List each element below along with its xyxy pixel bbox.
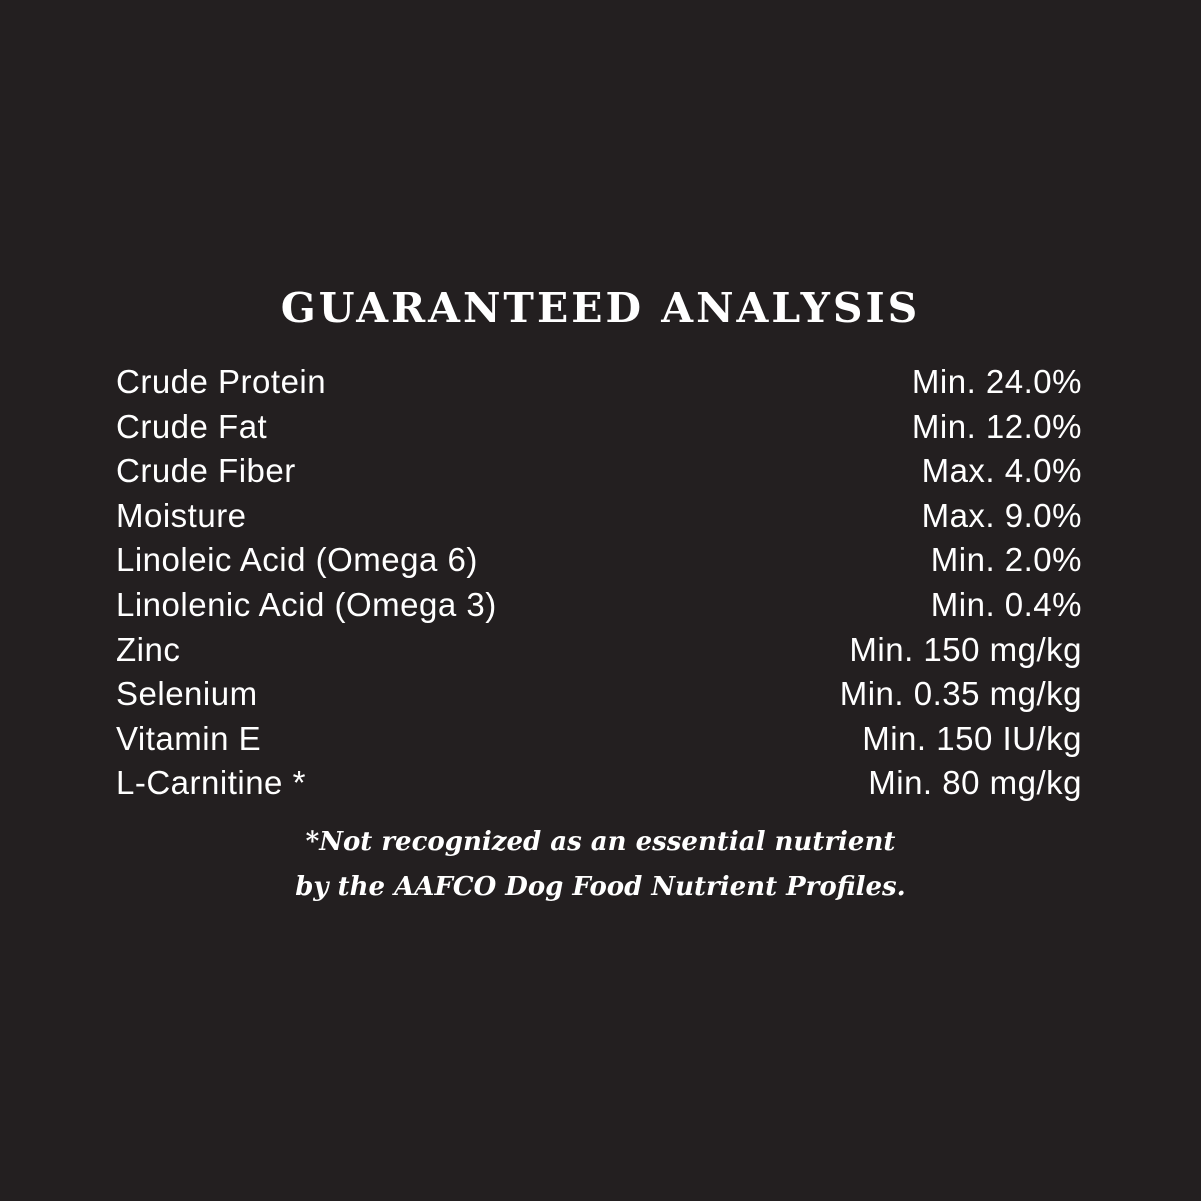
table-row: Linoleic Acid (Omega 6) Min. 2.0%: [116, 538, 1082, 583]
table-row: Vitamin E Min. 150 IU/kg: [116, 717, 1082, 762]
nutrient-name: Crude Protein: [116, 363, 327, 400]
page-title: GUARANTEED ANALYSIS: [280, 284, 921, 332]
nutrient-name: Moisture: [116, 496, 247, 534]
table-row: Crude Fat Min. 12.0%: [116, 405, 1082, 450]
footnote-line-2: by the AAFCO Dog Food Nutrient Profiles.: [295, 872, 906, 902]
nutrient-name: Crude Fiber: [116, 452, 296, 490]
nutrient-name: Crude Fat: [116, 407, 268, 445]
nutrient-value: Min. 0.35 mg/kg: [839, 675, 1082, 713]
table-row: Crude Fiber Max. 4.0%: [116, 449, 1082, 494]
footnote-line-1: *Not recognized as an essential nutrient: [305, 827, 896, 857]
nutrient-value: Min. 80 mg/kg: [868, 764, 1082, 802]
table-row: Selenium Min. 0.35 mg/kg: [116, 672, 1082, 717]
nutrient-name: Vitamin E: [116, 719, 262, 757]
nutrient-name: Linolenic Acid (Omega 3): [116, 585, 497, 623]
nutrient-name: Linoleic Acid (Omega 6): [116, 541, 478, 579]
nutrient-value: Min. 12.0%: [911, 407, 1082, 445]
nutrient-name: L-Carnitine *: [116, 764, 306, 802]
nutrient-value: Min. 2.0%: [930, 541, 1082, 579]
nutrient-value: Max. 9.0%: [921, 496, 1082, 534]
nutrient-value: Min. 150 IU/kg: [862, 719, 1082, 757]
nutrient-value: Max. 4.0%: [921, 452, 1082, 490]
table-row: Crude Protein Min. 24.0%: [116, 360, 1082, 405]
table-row: L-Carnitine * Min. 80 mg/kg: [116, 761, 1082, 806]
nutrient-name: Selenium: [116, 675, 258, 713]
table-row: Zinc Min. 150 mg/kg: [116, 628, 1082, 673]
nutrient-name: Zinc: [116, 630, 181, 668]
nutrient-value: Min. 24.0%: [911, 363, 1082, 400]
analysis-table: Crude Protein Min. 24.0% Crude Fat Min. 12…: [116, 360, 1082, 806]
nutrient-value: Min. 150 mg/kg: [849, 630, 1082, 668]
footnote: *Not recognized as an essential nutrient…: [0, 820, 1201, 910]
table-row: Linolenic Acid (Omega 3) Min. 0.4%: [116, 583, 1082, 628]
table-row: Moisture Max. 9.0%: [116, 494, 1082, 539]
nutrient-value: Min. 0.4%: [930, 585, 1082, 623]
